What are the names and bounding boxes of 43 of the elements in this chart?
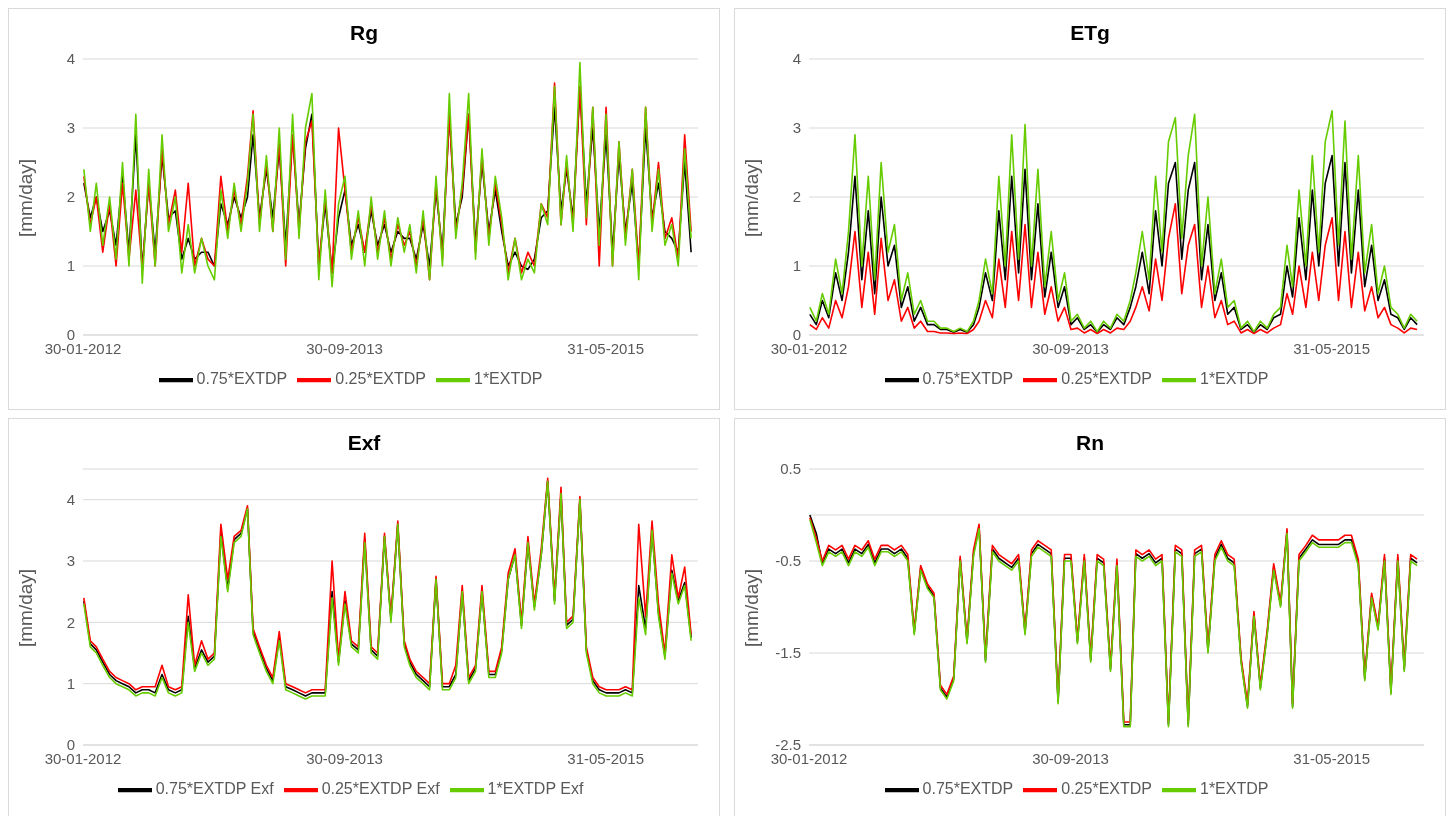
- y-tick-label: 2: [66, 188, 75, 206]
- y-tick-label: 1: [66, 674, 75, 692]
- chart-title: ETg: [1069, 21, 1111, 46]
- legend-label: 0.25*EXTDP: [1061, 370, 1152, 388]
- x-tick-label: 31-05-2015: [1293, 339, 1371, 357]
- chart-title: Exf: [346, 431, 382, 456]
- y-tick-label: 2: [792, 188, 801, 206]
- y-tick-label: 3: [66, 119, 75, 137]
- y-tick-label: 4: [66, 490, 75, 508]
- legend-label: 0.75*EXTDP: [196, 370, 288, 388]
- y-tick-label: 2: [66, 613, 75, 631]
- legend-label: 1*EXTDP Exf: [487, 780, 584, 798]
- legend-label: 0.75*EXTDP: [922, 780, 1014, 798]
- x-tick-label: 31-05-2015: [567, 339, 645, 357]
- x-tick-label: 31-05-2015: [1293, 749, 1371, 767]
- chart-title: Rg: [349, 21, 379, 46]
- y-tick-label: 3: [66, 552, 75, 570]
- legend-label: 0.75*EXTDP Exf: [155, 780, 274, 798]
- y-tick-label: 4: [66, 50, 75, 68]
- y-tick-label: -0.5: [775, 552, 801, 570]
- legend-label: 1*EXTDP: [1199, 370, 1269, 388]
- x-tick-label: 30-09-2013: [306, 339, 383, 357]
- y-axis-title: [mm/day]: [740, 568, 762, 647]
- x-tick-label: 30-09-2013: [306, 749, 383, 767]
- legend-label: 0.25*EXTDP: [1061, 780, 1152, 798]
- y-tick-label: -1.5: [775, 644, 801, 662]
- y-axis-title: [mm/day]: [740, 158, 762, 237]
- x-tick-label: 30-09-2013: [1032, 749, 1109, 767]
- legend-label: 0.25*EXTDP: [335, 370, 426, 388]
- y-tick-label: 3: [792, 119, 801, 137]
- legend-label: 1*EXTDP: [473, 370, 543, 388]
- x-tick-label: 31-05-2015: [567, 749, 645, 767]
- legend-label: 1*EXTDP: [1199, 780, 1269, 798]
- x-tick-label: 30-09-2013: [1032, 339, 1109, 357]
- y-tick-label: 4: [792, 50, 801, 68]
- y-tick-label: 1: [792, 257, 801, 275]
- y-axis-title: [mm/day]: [14, 158, 36, 237]
- legend-label: 0.25*EXTDP Exf: [321, 780, 440, 798]
- y-axis-title: [mm/day]: [14, 568, 36, 647]
- chart-title: Rn: [1075, 431, 1105, 456]
- y-tick-label: 1: [66, 257, 75, 275]
- legend-label: 0.75*EXTDP: [922, 370, 1014, 388]
- y-tick-label: 0.5: [780, 460, 801, 478]
